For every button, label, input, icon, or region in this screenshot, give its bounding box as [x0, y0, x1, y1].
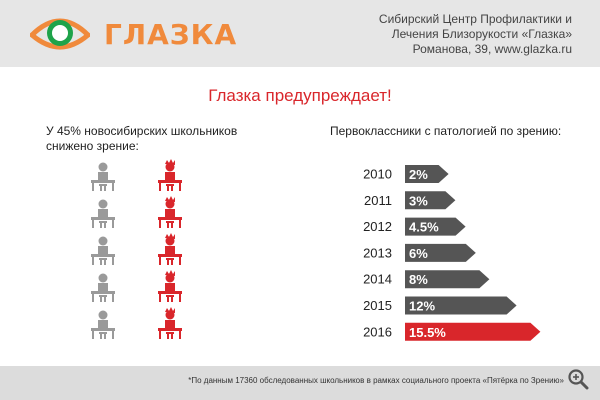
bar [405, 296, 517, 315]
data-label: 3% [409, 193, 428, 208]
bar [405, 322, 541, 341]
student-at-desk-icon [158, 233, 182, 265]
data-label: 12% [409, 299, 435, 314]
bar [405, 191, 456, 210]
eye-logo-icon [30, 18, 90, 50]
zoom-magnifier-icon[interactable] [565, 366, 591, 392]
student-at-desk-icon [158, 159, 182, 191]
bar [405, 165, 449, 183]
data-label: 8% [409, 272, 428, 287]
data-label: 2% [409, 167, 428, 182]
organization-info: Сибирский Центр Профилактики и Лечения Б… [272, 12, 572, 57]
chart-title: Первоклассники с патологией по зрению: [330, 124, 562, 138]
student-at-desk-icon [91, 310, 115, 339]
student-at-desk-icon [91, 162, 115, 191]
student-at-desk-icon [158, 270, 182, 302]
year-label: 2013 [363, 245, 392, 260]
footnote: *По данным 17360 обследованных школьнико… [188, 376, 564, 385]
org-line: Лечения Близорукости «Глазка» [391, 27, 572, 41]
bar [405, 217, 466, 236]
data-label: 6% [409, 246, 428, 261]
bar [405, 270, 490, 289]
student-at-desk-icon [158, 196, 182, 228]
year-label: 2012 [363, 219, 392, 234]
data-label: 4.5% [409, 220, 439, 235]
header-banner: ГЛАЗКА Сибирский Центр Профилактики и Ле… [0, 0, 600, 67]
year-label: 2010 [363, 167, 392, 182]
brand-name: ГЛАЗКА [104, 18, 238, 51]
headline: Глазка предупреждает! [208, 86, 392, 105]
footer-bar [0, 366, 600, 400]
student-at-desk-icon [91, 199, 115, 228]
bar [405, 243, 476, 262]
student-at-desk-icon [91, 273, 115, 302]
year-label: 2015 [363, 298, 392, 313]
student-at-desk-icon [91, 236, 115, 265]
org-line: Сибирский Центр Профилактики и [378, 12, 572, 26]
data-label: 15.5% [409, 325, 446, 340]
year-label: 2016 [363, 324, 392, 339]
org-address: Романова, 39, www.glazka.ru [412, 42, 572, 56]
year-label: 2011 [364, 193, 392, 208]
student-at-desk-icon [158, 307, 182, 339]
year-label: 2014 [363, 272, 392, 287]
pictogram-caption: У 45% новосибирских школьников снижено з… [46, 124, 238, 153]
